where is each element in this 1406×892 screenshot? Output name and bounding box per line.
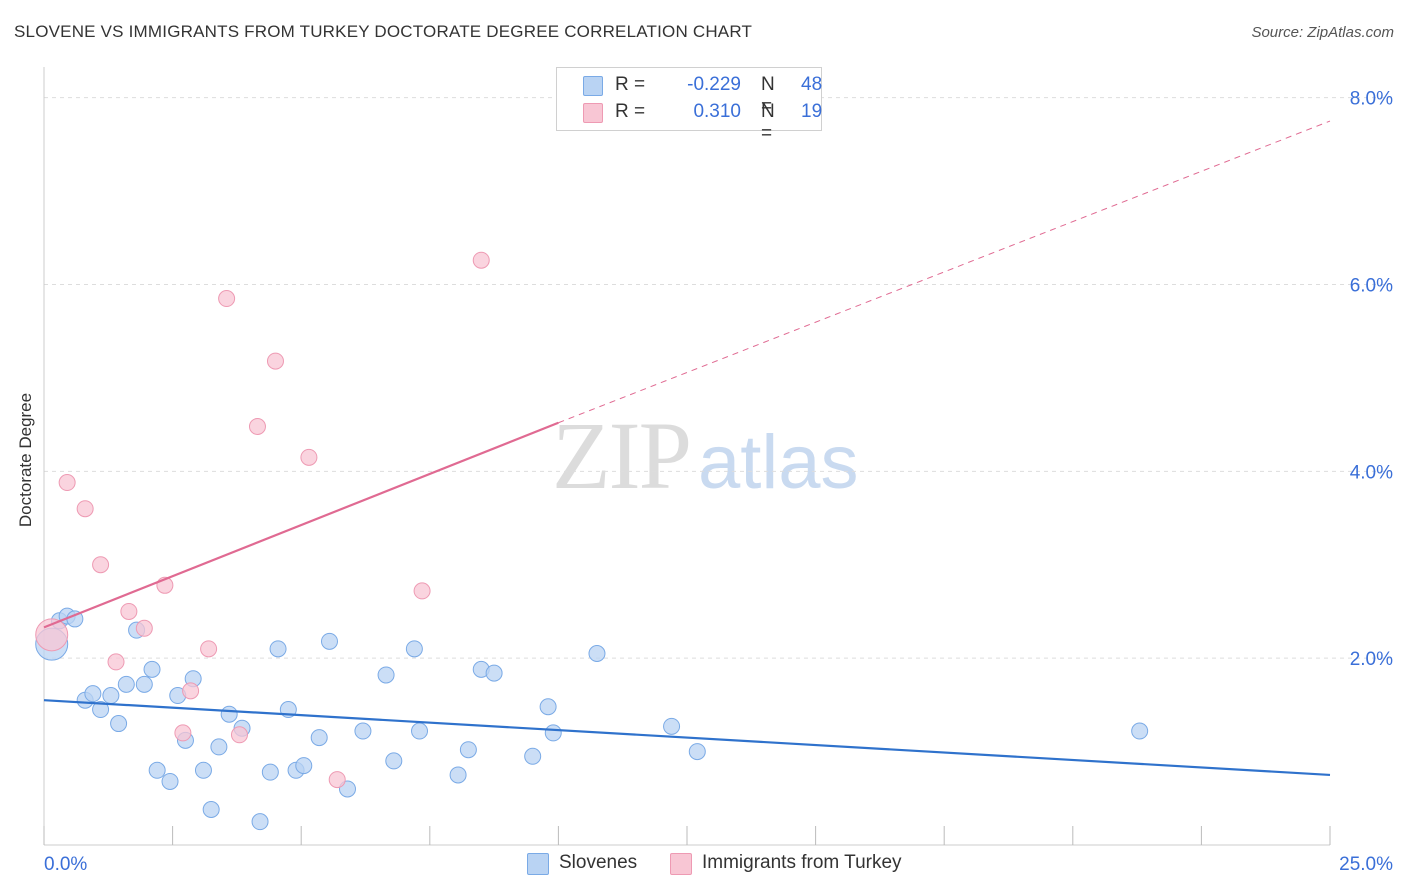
point-slovenes-9 [117,675,135,693]
point-slovenes-25 [269,640,287,658]
y-tick-label-2: 6.0% [1350,276,1393,297]
point-turkey-10 [200,640,218,658]
point-slovenes-21 [220,705,238,723]
legend-slovenes-label: Slovenes [559,852,638,873]
point-slovenes-47 [1131,722,1149,740]
point-slovenes-44 [588,645,606,662]
point-turkey-2 [76,500,94,518]
trendline-slovenes-solid-0 [43,699,1331,777]
slovenes-n-label: N = [761,74,775,117]
point-slovenes-20 [210,738,228,756]
point-slovenes-7 [102,687,120,705]
turkey-n-label: N = [761,101,775,144]
point-slovenes-41 [524,747,542,765]
slovenes-r-label: R = [615,74,646,95]
point-turkey-15 [300,448,318,466]
turkey-r-value: 0.310 [693,101,741,122]
point-slovenes-18 [194,761,212,779]
point-slovenes-8 [110,715,128,733]
point-turkey-5 [120,602,138,620]
chart-title: SLOVENE VS IMMIGRANTS FROM TURKEY DOCTOR… [14,22,753,41]
point-slovenes-38 [459,741,477,759]
point-turkey-18 [472,251,490,269]
legend-slovenes-swatch [527,853,549,875]
turkey-swatch [583,103,603,123]
point-slovenes-12 [143,660,161,678]
point-slovenes-36 [411,722,429,740]
x-tick-label-0: 0.0% [44,854,87,875]
watermark-zip: ZIP [552,402,692,509]
point-slovenes-33 [377,666,395,684]
x-tick-label-1: 25.0% [1339,854,1393,875]
point-turkey-1 [58,474,76,492]
point-slovenes-6 [92,701,110,719]
turkey-n-value: 19 [801,101,823,122]
stats-legend: R = -0.229 N = 48 R = 0.310 N = 19 [556,67,823,144]
point-turkey-8 [174,724,192,742]
point-slovenes-29 [310,729,328,747]
point-turkey-13 [248,418,266,436]
y-tick-label-3: 8.0% [1350,89,1393,110]
trendline-turkey-dashed-2 [558,120,1331,424]
point-slovenes-23 [251,813,269,831]
point-slovenes-19 [202,801,220,819]
point-turkey-16 [328,771,346,789]
watermark: ZIP atlas [552,400,859,511]
point-slovenes-37 [449,766,467,784]
legend-turkey-label: Immigrants from Turkey [702,852,902,873]
watermark-atlas: atlas [698,420,859,505]
point-slovenes-42 [539,698,557,716]
legend-turkey-swatch [670,853,692,875]
point-turkey-12 [230,726,248,744]
point-slovenes-14 [161,772,179,790]
point-slovenes-34 [385,752,403,770]
point-slovenes-24 [261,763,279,781]
trendline-turkey-solid-1 [43,421,559,629]
point-slovenes-32 [354,722,372,740]
y-tick-label-0: 2.0% [1350,649,1393,670]
point-turkey-0 [35,618,69,652]
point-slovenes-13 [148,761,166,779]
point-turkey-11 [218,290,236,308]
point-slovenes-30 [320,632,338,650]
turkey-r-label: R = [615,101,646,122]
point-slovenes-11 [135,675,153,693]
point-slovenes-43 [544,724,562,742]
slovenes-swatch [583,76,603,96]
source-credit: Source: ZipAtlas.com [1251,24,1394,41]
slovenes-r-value: -0.229 [687,74,741,95]
point-turkey-9 [182,682,200,700]
point-slovenes-40 [485,664,503,682]
point-slovenes-35 [405,640,423,658]
point-turkey-4 [107,653,125,671]
point-turkey-14 [266,352,284,370]
point-slovenes-46 [688,743,706,761]
point-turkey-17 [413,582,431,600]
point-turkey-3 [92,556,110,574]
point-slovenes-45 [663,717,681,735]
y-tick-label-1: 4.0% [1350,462,1393,483]
point-slovenes-28 [295,757,313,775]
point-slovenes-5 [84,685,102,703]
slovenes-n-value: 48 [801,74,823,95]
point-turkey-6 [135,619,153,637]
